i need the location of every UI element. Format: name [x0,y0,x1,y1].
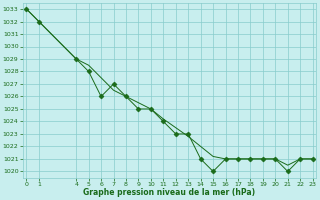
X-axis label: Graphe pression niveau de la mer (hPa): Graphe pression niveau de la mer (hPa) [84,188,256,197]
